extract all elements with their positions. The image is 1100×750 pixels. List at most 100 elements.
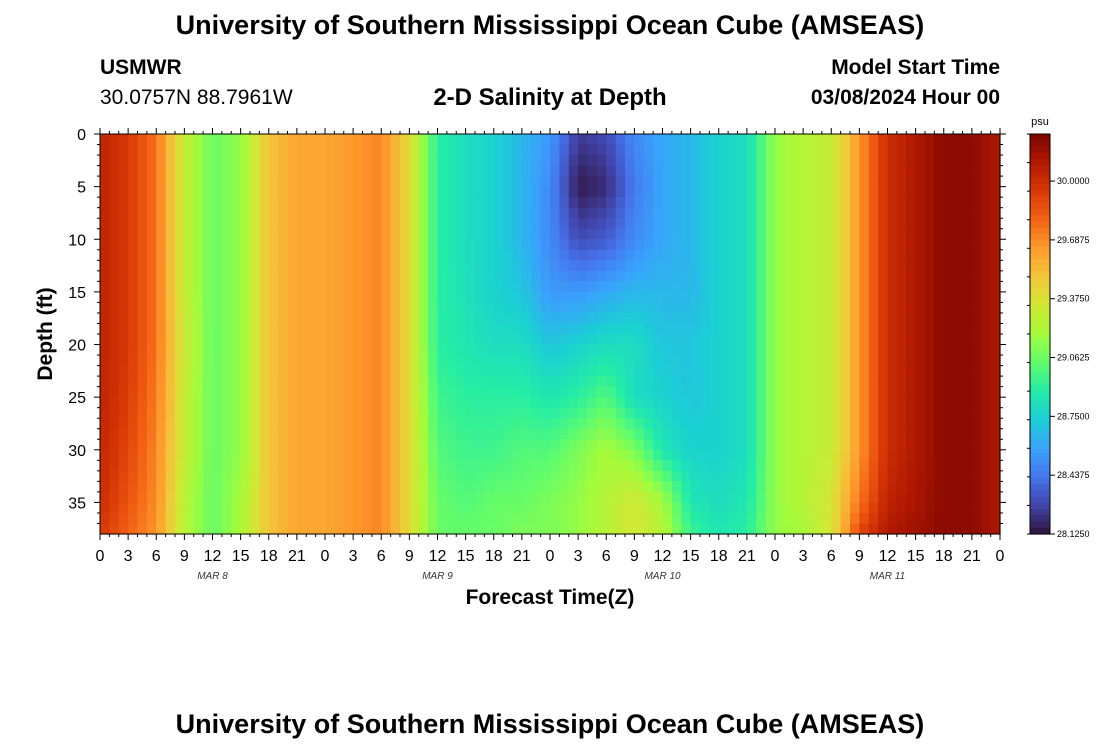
heatmap-cell bbox=[278, 228, 289, 240]
heatmap-cell bbox=[231, 239, 242, 251]
heatmap-cell bbox=[381, 165, 392, 177]
heatmap-cell bbox=[268, 428, 279, 440]
heatmap-cell bbox=[962, 334, 973, 346]
heatmap-cell bbox=[550, 186, 560, 198]
heatmap-cell bbox=[756, 449, 767, 461]
heatmap-cell bbox=[362, 355, 373, 367]
heatmap-cell bbox=[943, 270, 954, 282]
heatmap-cell bbox=[512, 397, 523, 409]
heatmap-cell bbox=[681, 460, 692, 472]
heatmap-cell bbox=[859, 291, 870, 304]
heatmap-cell bbox=[615, 334, 626, 346]
heatmap-cell bbox=[559, 376, 570, 388]
heatmap-cell bbox=[737, 165, 748, 177]
heatmap-cell bbox=[962, 449, 973, 461]
heatmap-cell bbox=[250, 512, 260, 525]
heatmap-cell bbox=[681, 449, 692, 461]
heatmap-cell bbox=[718, 439, 729, 451]
x-tick-label: 6 bbox=[827, 548, 836, 565]
heatmap-cell bbox=[868, 218, 879, 230]
heatmap-cell bbox=[709, 376, 720, 388]
heatmap-cell bbox=[118, 470, 129, 482]
heatmap-cell bbox=[212, 439, 223, 451]
heatmap-cell bbox=[653, 470, 664, 482]
heatmap-cell bbox=[465, 365, 476, 377]
heatmap-cell bbox=[634, 239, 645, 251]
heatmap-cell bbox=[925, 523, 935, 535]
heatmap-cell bbox=[803, 470, 814, 482]
heatmap-cell bbox=[418, 502, 429, 514]
heatmap-cell bbox=[765, 418, 776, 430]
heatmap-cell bbox=[981, 207, 992, 219]
heatmap-cell bbox=[915, 260, 926, 272]
heatmap-cell bbox=[887, 176, 898, 188]
heatmap-cell bbox=[231, 460, 242, 472]
heatmap-cell bbox=[793, 302, 804, 314]
heatmap-cell bbox=[325, 449, 335, 461]
heatmap-cell bbox=[887, 186, 898, 198]
heatmap-cell bbox=[981, 134, 992, 146]
heatmap-cell bbox=[596, 470, 607, 482]
heatmap-cell bbox=[915, 270, 926, 282]
colorbar-segment bbox=[1030, 402, 1050, 410]
heatmap-cell bbox=[343, 260, 354, 272]
heatmap-cell bbox=[146, 312, 157, 325]
heatmap-cell bbox=[793, 144, 804, 156]
heatmap-cell bbox=[493, 302, 504, 314]
heatmap-cell bbox=[512, 470, 523, 482]
heatmap-cell bbox=[634, 407, 645, 419]
heatmap-cell bbox=[268, 176, 279, 188]
heatmap-cell bbox=[756, 439, 767, 451]
heatmap-cell bbox=[343, 491, 354, 504]
heatmap-cell bbox=[793, 207, 804, 219]
heatmap-cell bbox=[906, 176, 917, 188]
heatmap-cell bbox=[756, 281, 767, 293]
heatmap-cell bbox=[756, 249, 767, 261]
heatmap-cell bbox=[212, 291, 223, 304]
heatmap-cell bbox=[568, 176, 579, 188]
heatmap-cell bbox=[484, 418, 495, 430]
heatmap-cell bbox=[512, 344, 523, 356]
heatmap-cell bbox=[859, 365, 870, 377]
heatmap-cell bbox=[587, 281, 598, 293]
heatmap-cell bbox=[559, 207, 570, 219]
heatmap-cell bbox=[296, 155, 307, 167]
heatmap-cell bbox=[109, 449, 120, 461]
heatmap-cell bbox=[531, 281, 542, 293]
heatmap-cell bbox=[728, 197, 739, 209]
heatmap-cell bbox=[512, 376, 523, 388]
heatmap-cell bbox=[531, 470, 542, 482]
colorbar-tick-label: 28.4375 bbox=[1057, 470, 1090, 480]
heatmap-cell bbox=[756, 344, 767, 356]
heatmap-cell bbox=[831, 302, 842, 314]
heatmap-cell bbox=[493, 523, 504, 535]
heatmap-cell bbox=[231, 281, 242, 293]
heatmap-cell bbox=[540, 386, 551, 398]
heatmap-cell bbox=[259, 260, 270, 272]
heatmap-cell bbox=[259, 397, 270, 409]
heatmap-cell bbox=[981, 239, 992, 251]
heatmap-cell bbox=[371, 460, 382, 472]
heatmap-cell bbox=[718, 291, 729, 304]
heatmap-cell bbox=[137, 407, 148, 419]
heatmap-cell bbox=[212, 186, 223, 198]
heatmap-cell bbox=[821, 207, 832, 219]
heatmap-cell bbox=[850, 176, 860, 188]
heatmap-cell bbox=[400, 334, 410, 346]
heatmap-cell bbox=[521, 355, 532, 367]
heatmap-cell bbox=[250, 365, 260, 377]
heatmap-cell bbox=[568, 228, 579, 240]
heatmap-cell bbox=[165, 334, 176, 346]
heatmap-cell bbox=[100, 186, 110, 198]
heatmap-cell bbox=[175, 418, 185, 430]
heatmap-cell bbox=[240, 270, 251, 282]
heatmap-cell bbox=[278, 249, 289, 261]
heatmap-cell bbox=[165, 134, 176, 146]
heatmap-cell bbox=[193, 197, 204, 209]
heatmap-cell bbox=[662, 134, 673, 146]
heatmap-cell bbox=[503, 134, 514, 146]
heatmap-cell bbox=[128, 491, 139, 504]
heatmap-cell bbox=[296, 376, 307, 388]
heatmap-cell bbox=[643, 502, 654, 514]
heatmap-cell bbox=[896, 186, 907, 198]
